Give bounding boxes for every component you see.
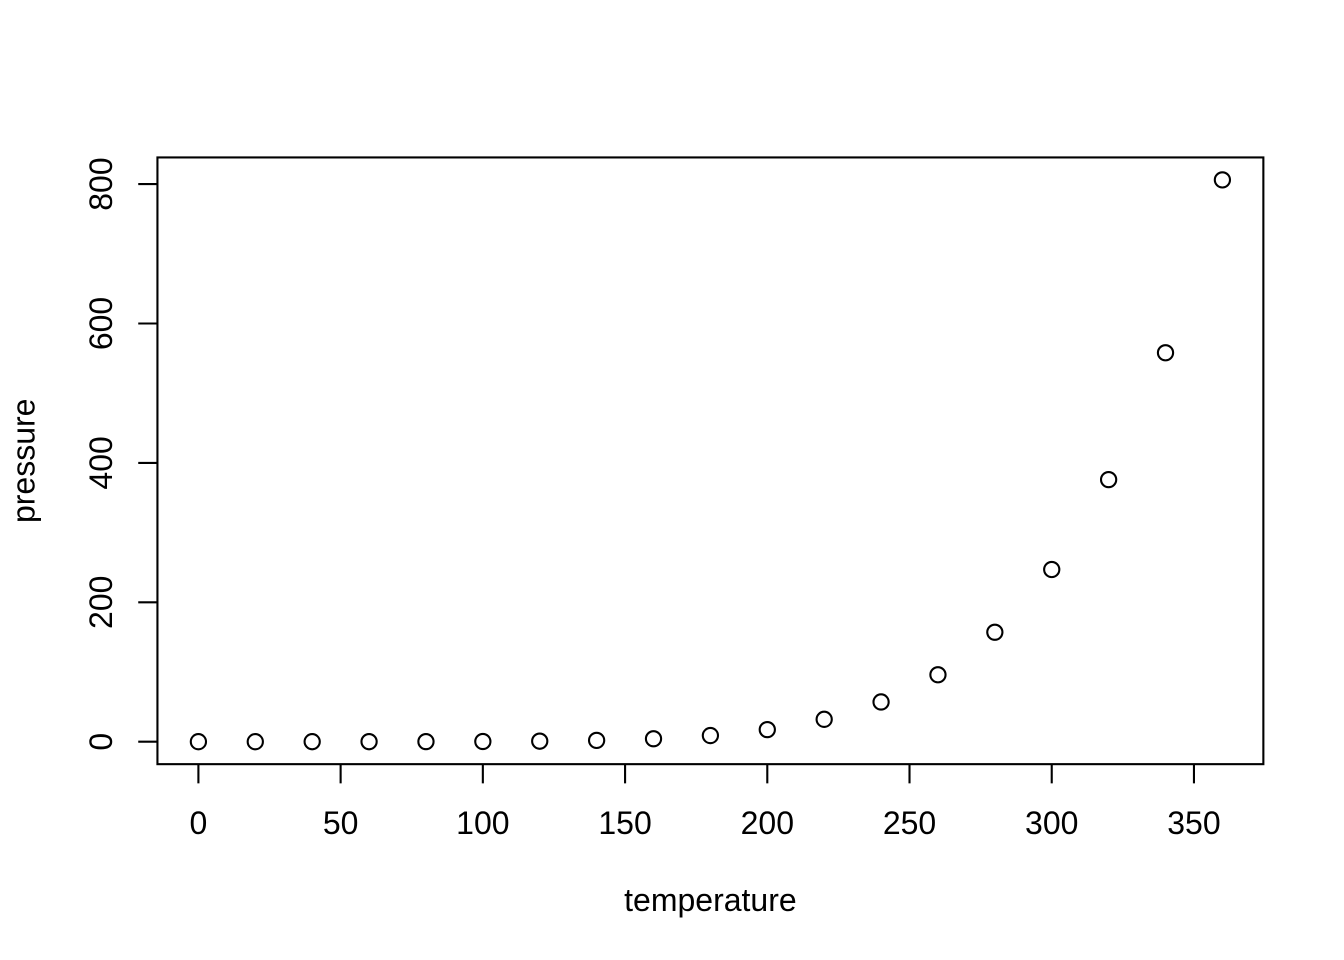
svg-text:400: 400: [83, 436, 119, 489]
svg-text:150: 150: [598, 805, 651, 841]
svg-text:800: 800: [83, 157, 119, 210]
svg-text:350: 350: [1167, 805, 1220, 841]
svg-text:temperature: temperature: [624, 882, 797, 918]
svg-text:0: 0: [190, 805, 208, 841]
svg-text:pressure: pressure: [5, 399, 41, 524]
svg-text:600: 600: [83, 297, 119, 350]
svg-text:50: 50: [323, 805, 359, 841]
svg-text:100: 100: [456, 805, 509, 841]
svg-text:200: 200: [741, 805, 794, 841]
svg-text:300: 300: [1025, 805, 1078, 841]
svg-text:0: 0: [83, 733, 119, 751]
svg-text:200: 200: [83, 576, 119, 629]
svg-text:250: 250: [883, 805, 936, 841]
